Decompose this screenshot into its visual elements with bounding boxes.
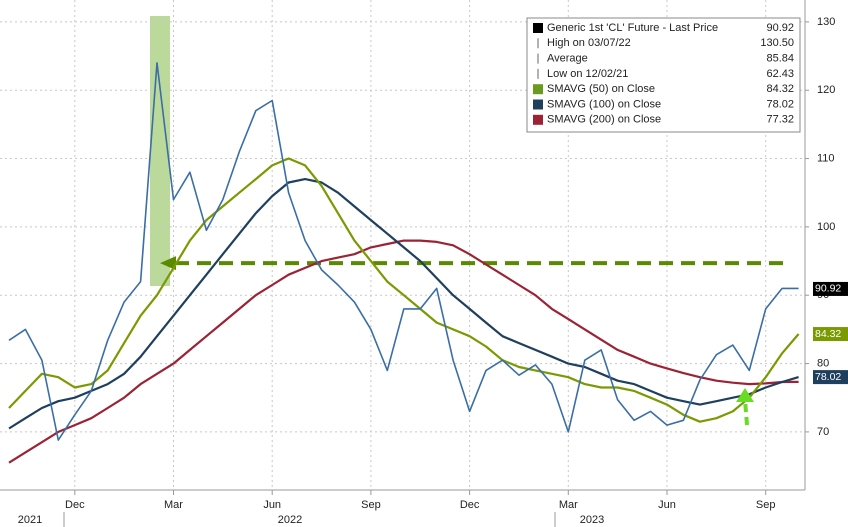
legend-swatch	[533, 23, 543, 33]
legend-label: SMAVG (200) on Close	[547, 114, 661, 126]
value-tag-label: 84.32	[815, 328, 841, 340]
x-tick-label: Sep	[361, 499, 381, 511]
value-tag	[813, 370, 848, 385]
series-line	[8, 239, 799, 464]
x-tick-label: Mar	[164, 499, 183, 511]
y-tick-label: 80	[817, 357, 829, 369]
legend-value: 90.92	[766, 22, 794, 34]
x-tick-label: Dec	[65, 499, 85, 511]
value-tag	[813, 281, 848, 296]
y-tick-label: 100	[817, 221, 835, 233]
legend-value: 77.32	[766, 114, 794, 126]
y-tick-label: 70	[817, 426, 829, 438]
legend-label: High on 03/07/22	[547, 37, 631, 49]
series-line	[8, 62, 799, 441]
legend-swatch	[533, 84, 543, 95]
x-group-label: 2023	[580, 514, 604, 526]
series-line	[8, 157, 800, 423]
x-tick-label: Mar	[559, 499, 578, 511]
value-tag	[813, 327, 848, 342]
y-tick-label: 130	[817, 16, 835, 28]
legend-swatch	[533, 99, 543, 110]
legend-value: 78.02	[766, 98, 794, 110]
annotation-arrow	[736, 388, 754, 426]
series-line	[8, 178, 799, 430]
legend-value: 62.43	[766, 68, 794, 80]
x-tick-label: Dec	[460, 499, 480, 511]
legend-value: 84.32	[766, 83, 794, 95]
x-group-label: 2022	[278, 514, 302, 526]
legend-label: Generic 1st 'CL' Future - Last Price	[547, 22, 718, 34]
value-tag-label: 90.92	[815, 283, 841, 295]
legend-box	[526, 17, 801, 133]
legend-label: Low on 12/02/21	[547, 68, 628, 80]
reference-arrow	[160, 256, 176, 271]
legend-swatch	[533, 114, 543, 125]
y-tick-label: 110	[817, 152, 835, 164]
x-tick-label: Jun	[658, 499, 676, 511]
legend-value: 85.84	[766, 53, 794, 65]
x-group-label: 2021	[18, 514, 42, 526]
legend-label: SMAVG (50) on Close	[547, 83, 655, 95]
legend-label: SMAVG (100) on Close	[547, 98, 661, 110]
value-tag-label: 78.02	[815, 371, 841, 383]
x-tick-label: Sep	[756, 499, 776, 511]
legend-value: 130.50	[760, 37, 794, 49]
x-tick-label: Jun	[263, 499, 281, 511]
legend-label: Average	[547, 53, 588, 65]
y-tick-label: 120	[817, 84, 835, 96]
